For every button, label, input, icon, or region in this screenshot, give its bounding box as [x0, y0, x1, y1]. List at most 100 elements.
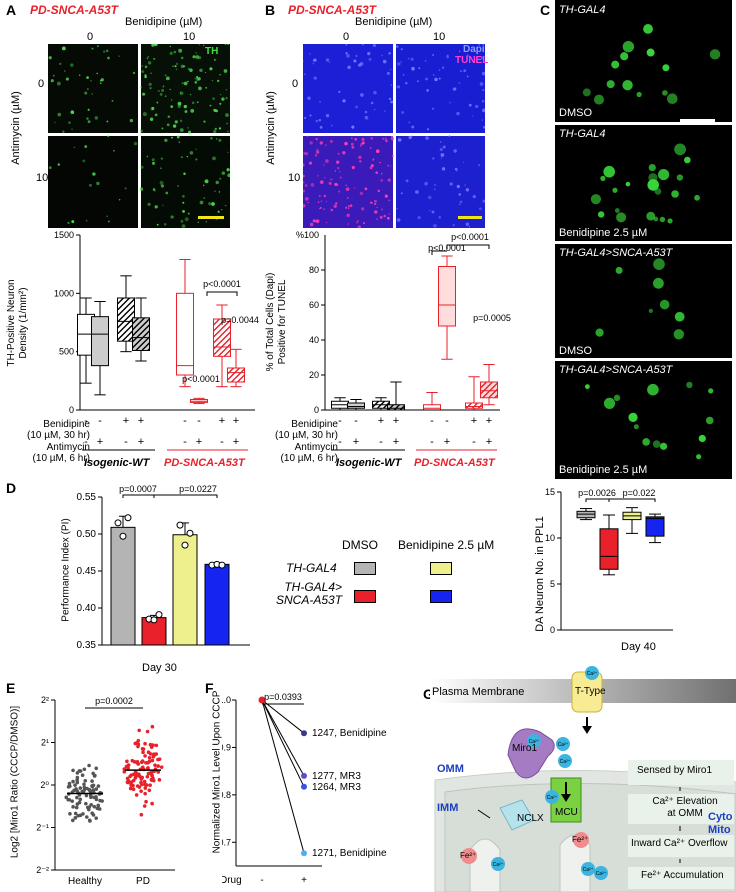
neuron-dot [182, 195, 185, 198]
da-neuron-cell [647, 179, 660, 191]
g-nclx-label: NCLX [517, 813, 544, 824]
cell-dot [303, 181, 305, 184]
chart-b-group1: Isogenic-WT [336, 457, 402, 469]
neuron-dot [139, 187, 144, 191]
neuron-dot [180, 156, 183, 159]
box-hatch [213, 319, 231, 338]
data-point [301, 772, 307, 779]
data-point [146, 750, 151, 754]
box-hatch [227, 367, 240, 381]
neuron-dot [71, 220, 75, 224]
data-point [68, 811, 72, 816]
da-neuron-cell [593, 94, 604, 105]
neuron-dot [163, 223, 167, 226]
neuron-dot [166, 132, 168, 134]
cell-dot [463, 161, 465, 164]
da-neuron-cell [611, 60, 620, 69]
data-point [156, 770, 161, 774]
data-point [156, 757, 160, 762]
data-point [92, 795, 97, 800]
cell-dot [375, 149, 380, 154]
neuron-dot [73, 146, 76, 149]
panel-letter-a: A [6, 2, 17, 18]
neuron-dot [141, 70, 145, 74]
neuron-dot [179, 128, 184, 132]
da-neuron-cell [622, 79, 633, 91]
cell-dot [432, 74, 435, 76]
neuron-dot [214, 127, 217, 131]
cell-dot [390, 84, 392, 86]
neuron-dot [180, 64, 185, 69]
accum-box [628, 867, 734, 889]
sign-antimycin: - [379, 436, 383, 448]
calcium-ion [545, 790, 559, 804]
calcium-ion [556, 737, 570, 751]
legend-dmso: DMSO [342, 538, 378, 552]
neuron-dot [227, 173, 230, 178]
g-inward-label: Inward Ca²⁺ Overflow [631, 838, 728, 849]
cell-dot [438, 216, 442, 219]
series-label: 1271, Benidipine [312, 848, 387, 859]
cell-dot [317, 201, 320, 203]
neuron-dot [152, 188, 156, 191]
sign-benidipine: + [471, 415, 477, 427]
panel-e-svg: 2⁻² 2⁻¹ 2⁰ 2¹ 2² Healthy PD p=0.0002 [36, 695, 175, 887]
neuron-dot [225, 89, 228, 91]
data-point [129, 783, 133, 787]
data-point [143, 741, 147, 746]
neuron-dot [86, 76, 89, 79]
cell-dot [396, 45, 399, 48]
neuron-dot [118, 198, 121, 201]
box [227, 367, 245, 383]
neuron-dot [92, 172, 96, 176]
neuron-dot [86, 117, 89, 120]
neuron-dot [146, 155, 149, 158]
neuron-dot [179, 92, 182, 94]
data-point [128, 786, 133, 791]
sign-benidipine: - [445, 415, 449, 427]
cell-dot [359, 160, 362, 163]
da-neuron-cell [600, 175, 606, 181]
cell-dot [319, 141, 323, 145]
cell-dot [314, 154, 318, 157]
neuron-dot [226, 122, 229, 125]
data-point [139, 812, 144, 817]
neuron-dot [162, 204, 164, 207]
neuron-dot [191, 101, 195, 105]
box-hatch [471, 402, 478, 409]
y-tick-label: 0.45 [77, 566, 97, 577]
y-tick-label: 15 [545, 487, 555, 497]
cell-dot [383, 214, 387, 218]
da-neuron-cell [708, 388, 714, 394]
sign-benidipine: + [486, 415, 492, 427]
neuron-dot [184, 110, 188, 113]
neuron-dot [169, 45, 172, 48]
neuron-dot [195, 55, 200, 59]
series-line [261, 699, 305, 854]
cell-dot [346, 196, 349, 199]
neuron-dot [175, 62, 179, 66]
data-point [114, 519, 122, 527]
cell-dot [325, 221, 328, 224]
data-point [78, 786, 83, 790]
panel-a-row-10: 10 [36, 172, 49, 184]
data-point [82, 782, 86, 787]
neuron-dot [215, 180, 219, 185]
box-hatch [213, 318, 220, 326]
cell-dot [387, 178, 391, 182]
nclx-channel [499, 799, 535, 831]
cell-dot [344, 141, 348, 146]
neuron-dot [178, 141, 181, 143]
neuron-dot [157, 89, 160, 93]
da-neuron-cell [657, 168, 670, 181]
cell-dot [309, 52, 311, 55]
cell-dot [441, 66, 445, 69]
neuron-dot [217, 79, 220, 83]
y-tick-label: 0 [550, 625, 555, 635]
cell-dot [414, 190, 419, 194]
neuron-dot [199, 68, 203, 73]
neuron-dot [57, 112, 62, 117]
da-neuron-cell [616, 212, 627, 223]
cell-dot [388, 213, 391, 215]
data-point [142, 804, 147, 808]
